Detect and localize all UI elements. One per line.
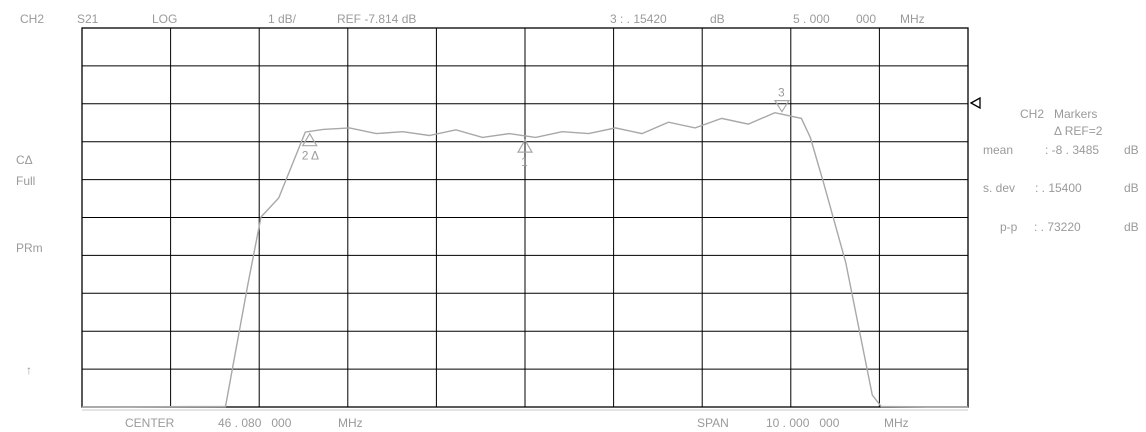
stat-unit-sdev: dB (1124, 181, 1139, 195)
span-value: 10 . 000 000 (766, 416, 840, 430)
marker-2-label: 2 Δ (302, 149, 319, 163)
center-label: CENTER (125, 416, 175, 430)
reference-level-pointer-icon (969, 96, 981, 110)
prm-label: PRm (16, 241, 43, 255)
channel-label: CH2 (20, 12, 45, 26)
scale-label: 1 dB/ (268, 12, 297, 26)
stat-value-sdev: : . 15400 (1035, 181, 1082, 195)
active-marker-value: 3 : . 15420 (610, 12, 667, 26)
up-arrow-icon: ↑ (26, 363, 32, 377)
c-delta-label: CΔ (16, 153, 33, 167)
marker-3-label: 3 (778, 86, 785, 100)
stat-value-pp: : . 73220 (1034, 220, 1081, 234)
parameter-label: S21 (77, 12, 99, 26)
span-unit: MHz (884, 416, 909, 430)
stat-label-pp: p-p (1000, 220, 1018, 234)
center-value: 46 . 080 000 (218, 416, 292, 430)
span-label: SPAN (697, 416, 729, 430)
center-unit: MHz (338, 416, 363, 430)
marker-1-symbol (516, 138, 534, 153)
stat-unit-pp: dB (1124, 220, 1139, 234)
full-label: Full (16, 174, 36, 188)
active-marker-frequency-sub: 000 (856, 12, 877, 26)
active-marker-frequency: 5 . 000 (793, 12, 830, 26)
trace-line (81, 111, 969, 408)
marker-1-label: 1 (521, 155, 528, 169)
markers-panel-ref: Δ REF=2 (1054, 124, 1103, 138)
stat-label-mean: mean (983, 143, 1014, 157)
stat-unit-mean: dB (1124, 143, 1139, 157)
format-label: LOG (152, 12, 178, 26)
markers-panel-title: CH2 Markers (1020, 107, 1098, 121)
reference-label: REF -7.814 dB (337, 12, 417, 26)
marker-3-symbol (773, 100, 791, 113)
stat-value-mean: : -8 . 3485 (1045, 143, 1100, 157)
stat-label-sdev: s. dev (983, 181, 1016, 195)
active-marker-unit: dB (710, 12, 725, 26)
marker-2-symbol (301, 132, 318, 147)
active-marker-frequency-unit: MHz (900, 12, 925, 26)
